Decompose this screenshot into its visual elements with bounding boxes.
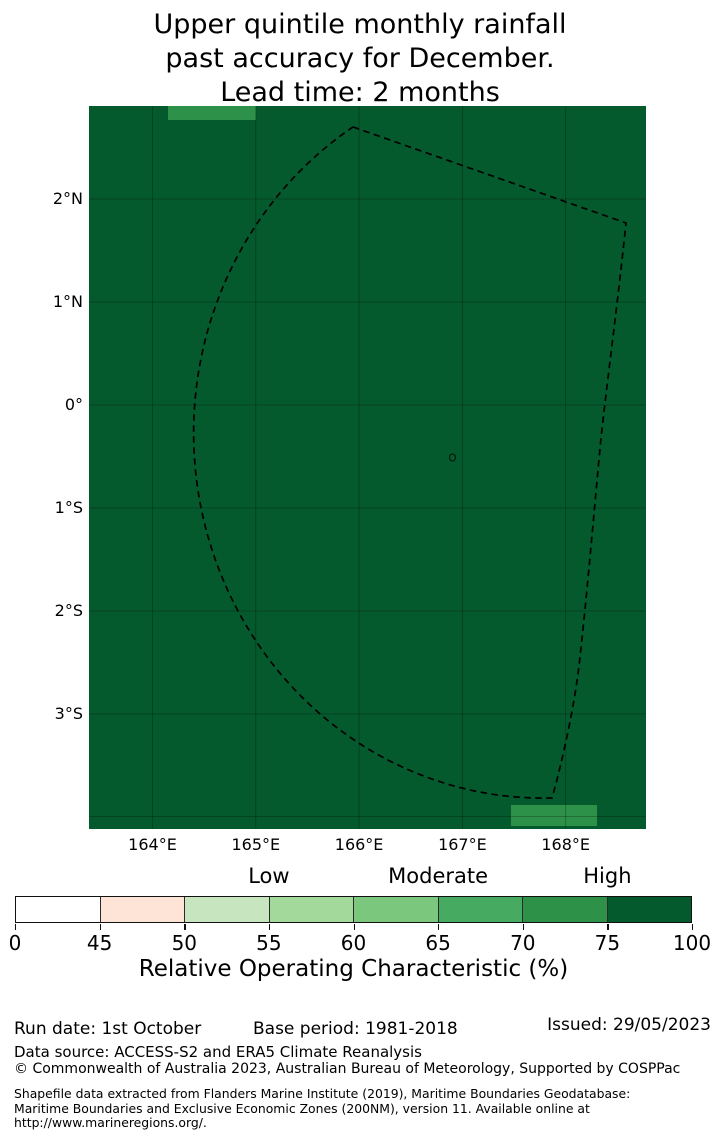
- eez-dashed-boundary: [192, 126, 627, 799]
- highlight-cell-top-left: [168, 106, 256, 120]
- colorbar-segment-50-55: [185, 897, 270, 922]
- colorbar-tick-60: 60: [340, 931, 367, 955]
- y-tick-2n: 2°N: [52, 189, 83, 208]
- x-tick-168e: 168°E: [541, 835, 591, 854]
- x-tick-164e: 164°E: [128, 835, 177, 854]
- run-date-text: Run date: 1st October: [14, 1019, 202, 1039]
- colorbar-tickmark: [522, 924, 525, 930]
- shapefile-attribution-text: Shapefile data extracted from Flanders M…: [14, 1086, 631, 1130]
- x-tick-166e: 166°E: [334, 835, 384, 854]
- legend-category-moderate: Moderate: [388, 864, 489, 888]
- colorbar-tick-45: 45: [86, 931, 113, 955]
- colorbar: [15, 896, 692, 923]
- issued-date-text: Issued: 29/05/2023: [547, 1015, 711, 1035]
- colorbar-segment-65-70: [438, 897, 523, 922]
- colorbar-segment-75-100: [607, 897, 691, 922]
- colorbar-segment-45-50: [100, 897, 185, 922]
- data-source-text: Data source: ACCESS-S2 and ERA5 Climate …: [14, 1043, 422, 1061]
- island-outline: [448, 453, 457, 462]
- x-tick-167e: 167°E: [438, 835, 487, 854]
- colorbar-tickmark: [15, 924, 17, 930]
- y-tick-1n: 1°N: [52, 292, 83, 311]
- highlight-cell-bottom-right: [511, 805, 597, 826]
- y-tick-3s: 3°S: [54, 704, 83, 723]
- chart-title-line1: Upper quintile monthly rainfall: [153, 9, 567, 40]
- colorbar-segment-55-60: [269, 897, 354, 922]
- colorbar-tick-55: 55: [256, 931, 282, 955]
- y-tick-1s: 1°S: [54, 498, 83, 517]
- x-tick-165e: 165°E: [231, 835, 281, 854]
- colorbar-tick-0: 0: [8, 931, 22, 955]
- colorbar-tickmark: [353, 924, 355, 930]
- colorbar-tickmark: [692, 924, 694, 930]
- chart-title: Upper quintile monthly rainfall past acc…: [0, 8, 720, 110]
- colorbar-tickmark: [607, 924, 609, 930]
- colorbar-tick-75: 75: [594, 931, 621, 955]
- chart-title-line3: Lead time: 2 months: [220, 77, 500, 108]
- legend-category-high: High: [583, 864, 632, 888]
- colorbar-segment-70-75: [523, 897, 608, 922]
- legend-category-low: Low: [248, 864, 290, 888]
- y-tick-0: 0°: [64, 395, 83, 414]
- colorbar-segment-0-45: [16, 897, 101, 922]
- map-gridlines: [89, 106, 646, 829]
- chart-title-line2: past accuracy for December.: [165, 43, 555, 74]
- map-sea-fill: [89, 106, 646, 829]
- base-period-text: Base period: 1981-2018: [253, 1019, 458, 1039]
- colorbar-tickmark: [184, 924, 186, 930]
- colorbar-segment-60-65: [354, 897, 439, 922]
- y-tick-2s: 2°S: [54, 601, 83, 620]
- colorbar-tick-65: 65: [425, 931, 451, 955]
- map-panel: [89, 106, 646, 829]
- colorbar-tick-50: 50: [171, 931, 198, 955]
- colorbar-tickmark: [99, 924, 101, 930]
- colorbar-tick-100: 100: [672, 931, 712, 955]
- colorbar-axis-label: Relative Operating Characteristic (%): [138, 956, 569, 982]
- colorbar-tickmark: [438, 924, 440, 930]
- copyright-text: © Commonwealth of Australia 2023, Austra…: [14, 1061, 681, 1077]
- colorbar-tickmark: [268, 924, 271, 930]
- colorbar-tick-70: 70: [510, 931, 536, 955]
